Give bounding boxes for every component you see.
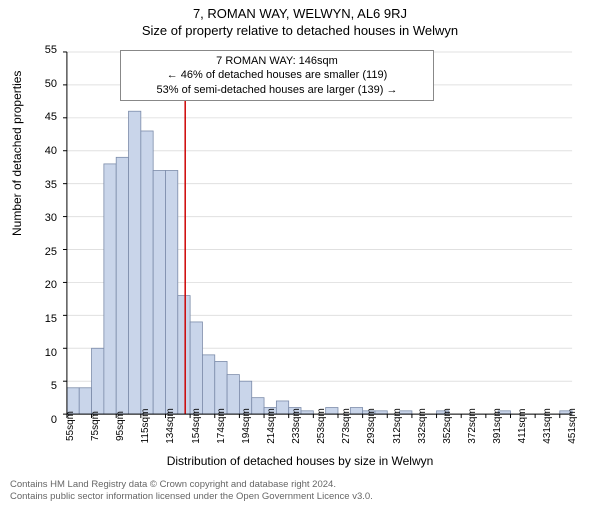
ytick-label: 50 xyxy=(45,78,57,90)
xtick-label: 391sqm xyxy=(492,408,503,444)
annotation-line1: 7 ROMAN WAY: 146sqm xyxy=(127,54,427,68)
footer-line2: Contains public sector information licen… xyxy=(10,491,373,502)
x-axis-label: Distribution of detached houses by size … xyxy=(0,454,600,468)
ytick-label: 10 xyxy=(45,347,57,359)
xtick-label: 174sqm xyxy=(216,408,227,444)
xtick-label: 332sqm xyxy=(417,408,428,444)
xtick-label: 75sqm xyxy=(90,411,101,441)
xtick-label: 55sqm xyxy=(65,411,76,441)
title-sub: Size of property relative to detached ho… xyxy=(0,23,600,38)
footer: Contains HM Land Registry data © Crown c… xyxy=(10,479,373,502)
y-axis-label: Number of detached properties xyxy=(10,71,24,236)
xtick-label: 312sqm xyxy=(392,408,403,444)
xtick-label: 411sqm xyxy=(517,409,528,444)
title-main: 7, ROMAN WAY, WELWYN, AL6 9RJ xyxy=(0,6,600,21)
ytick-label: 40 xyxy=(45,145,57,157)
ytick-label: 5 xyxy=(51,380,57,392)
ytick-label: 0 xyxy=(51,414,57,426)
xtick-label: 134sqm xyxy=(165,408,176,444)
xtick-label: 233sqm xyxy=(291,408,302,444)
xtick-label: 293sqm xyxy=(366,408,377,444)
footer-line1: Contains HM Land Registry data © Crown c… xyxy=(10,479,373,490)
ytick-label: 55 xyxy=(45,44,57,56)
xtick-label: 115sqm xyxy=(140,409,151,444)
xtick-label: 431sqm xyxy=(542,408,553,444)
xtick-label: 95sqm xyxy=(115,411,126,441)
xtick-label: 154sqm xyxy=(191,408,202,444)
chart-area xyxy=(62,50,577,420)
ytick-label: 45 xyxy=(45,111,57,123)
xtick-label: 352sqm xyxy=(442,408,453,444)
xtick-label: 194sqm xyxy=(241,408,252,444)
histogram-plot xyxy=(62,50,577,420)
ytick-label: 35 xyxy=(45,179,57,191)
xtick-label: 451sqm xyxy=(567,408,578,444)
ytick-label: 15 xyxy=(45,313,57,325)
ytick-label: 20 xyxy=(45,279,57,291)
annotation-line3: 53% of semi-detached houses are larger (… xyxy=(127,83,427,97)
xtick-label: 214sqm xyxy=(266,408,277,444)
xtick-label: 273sqm xyxy=(341,408,352,444)
ytick-label: 25 xyxy=(45,246,57,258)
xtick-label: 372sqm xyxy=(467,408,478,444)
annotation-box: 7 ROMAN WAY: 146sqm ← 46% of detached ho… xyxy=(120,50,434,101)
chart-container: 7, ROMAN WAY, WELWYN, AL6 9RJ Size of pr… xyxy=(0,6,600,506)
ytick-label: 30 xyxy=(45,212,57,224)
xtick-label: 253sqm xyxy=(316,408,327,444)
annotation-line2: ← 46% of detached houses are smaller (11… xyxy=(127,68,427,82)
